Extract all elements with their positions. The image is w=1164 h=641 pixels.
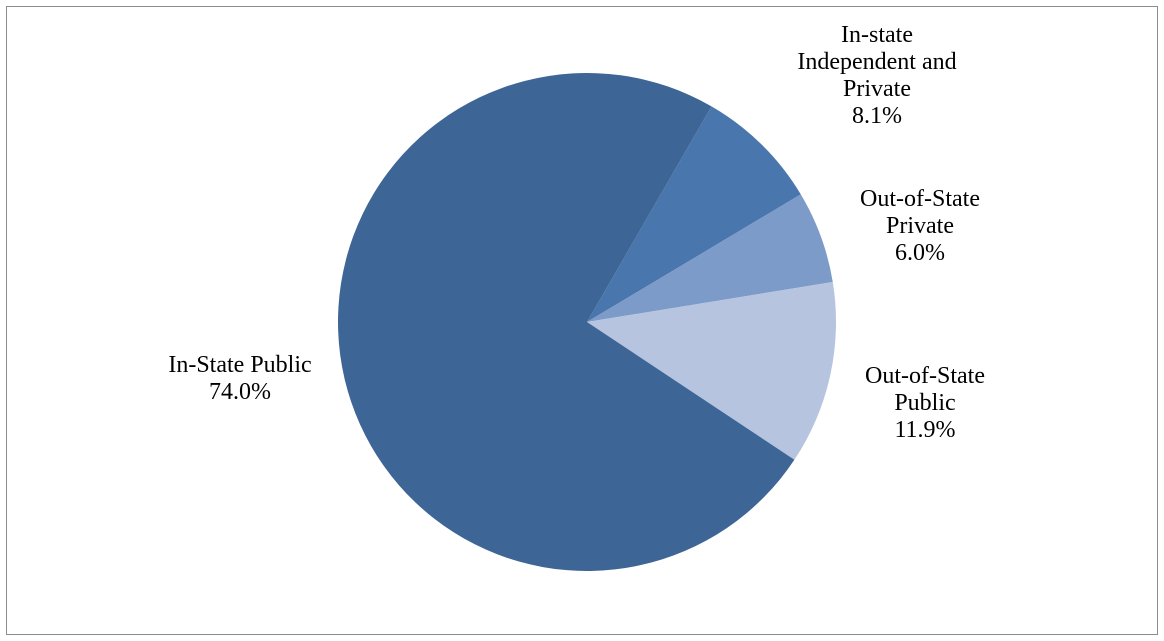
pie-slice-in-state-public: [337, 73, 795, 572]
label-in-state-public: In-State Public 74.0%: [168, 352, 312, 405]
pie-slice-in-state-independent-and-private: [587, 106, 801, 322]
chart-frame: [6, 6, 1158, 635]
label-in-state-independent-private: In-state Independent and Private 8.1%: [797, 22, 957, 129]
pie-slice-out-of-state-private: [587, 194, 833, 322]
label-out-of-state-private: Out-of-State Private 6.0%: [860, 186, 980, 266]
label-out-of-state-public: Out-of-State Public 11.9%: [865, 363, 985, 443]
pie-slice-out-of-state-public: [587, 282, 837, 460]
